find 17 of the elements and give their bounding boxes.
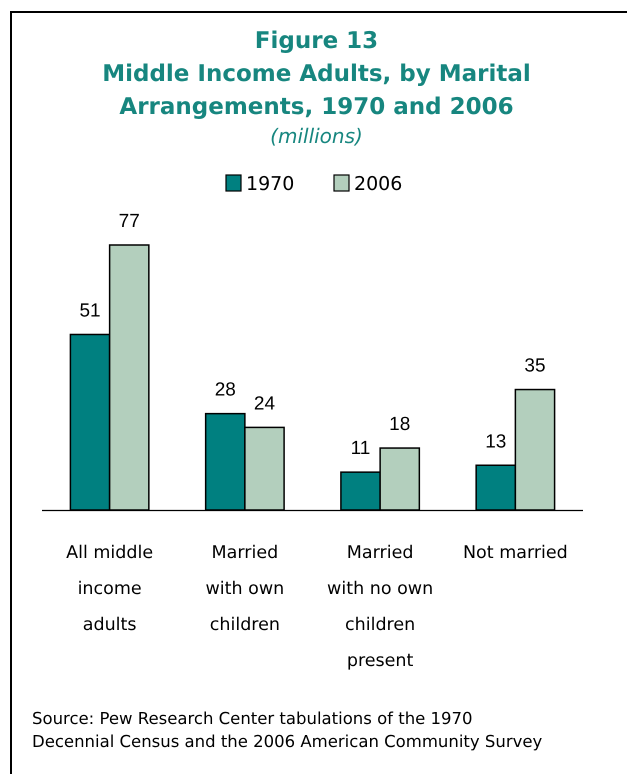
legend-label: 1970	[246, 173, 294, 195]
x-tick-label: Not married	[462, 543, 568, 563]
legend-label: 2006	[354, 173, 402, 195]
chart-subtitle: (millions)	[270, 124, 363, 148]
data-label: 11	[350, 438, 370, 460]
x-tick-label: Married with own children	[205, 543, 284, 635]
x-tick-label: All middle income adults	[66, 543, 154, 635]
data-label: 35	[524, 356, 546, 377]
data-label: 18	[389, 414, 410, 436]
source-note: Source: Pew Research Center tabulations of the 1970 Decennial Census and the 2006 American Community Survey	[32, 709, 543, 751]
x-tick-label: Married with no own children present	[327, 543, 434, 671]
data-label: 51	[79, 300, 101, 322]
data-label: 24	[254, 393, 276, 414]
data-label: 28	[214, 380, 236, 401]
data-label: 13	[485, 431, 506, 452]
chart-title: Figure 13 Middle Income Adults, by Marital Arrangements, 1970 and 2006	[102, 28, 531, 120]
data-label: 77	[118, 211, 140, 232]
